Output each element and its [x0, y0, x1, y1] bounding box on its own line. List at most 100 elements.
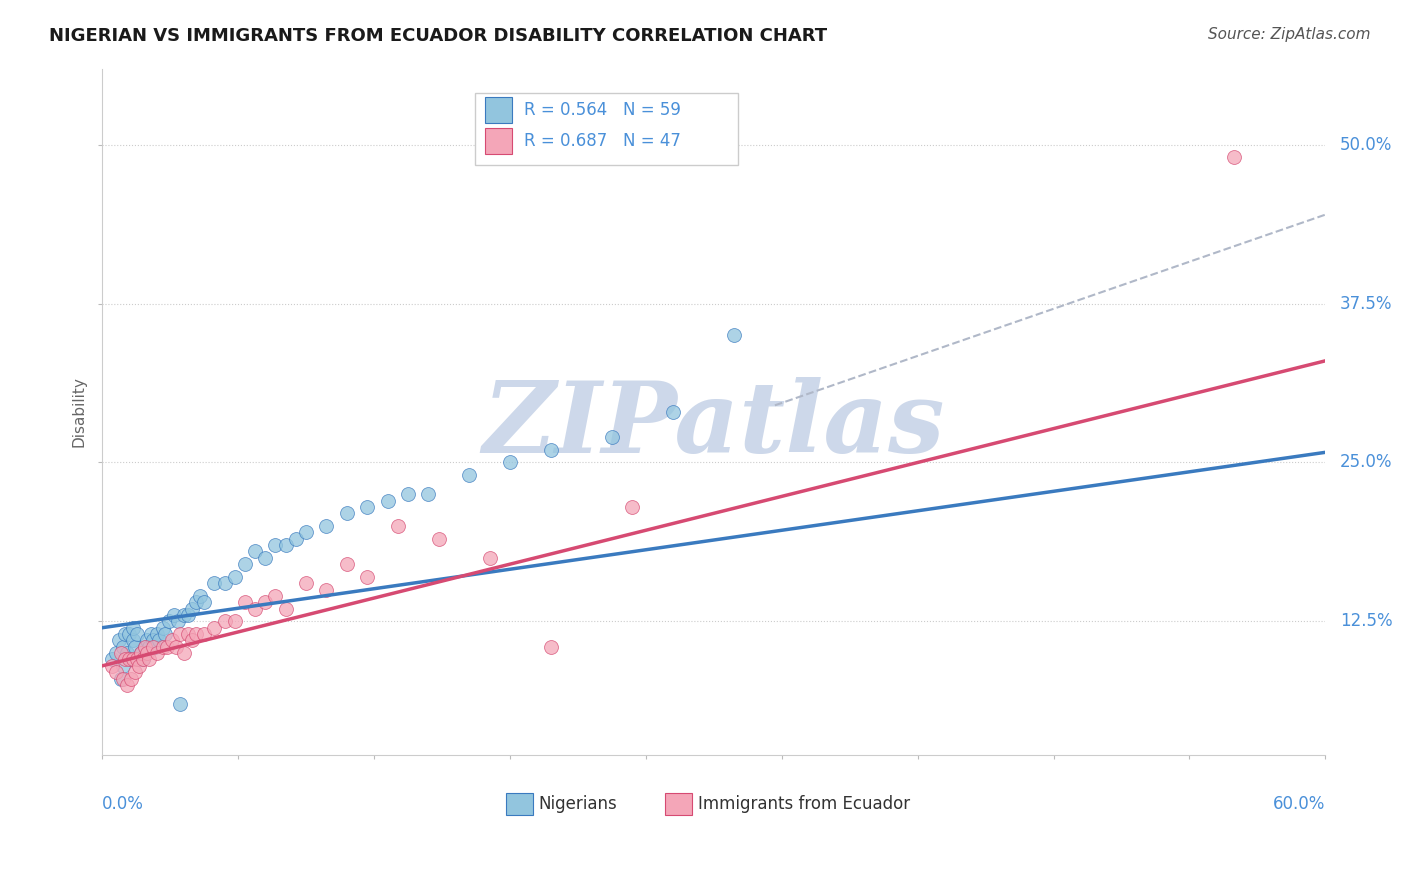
Point [115, 678, 138, 692]
Text: R = 0.564   N = 59: R = 0.564 N = 59 [524, 102, 681, 120]
Point [111, 658, 134, 673]
Point [129, 646, 152, 660]
Point [356, 570, 378, 584]
Point [115, 646, 138, 660]
Point [173, 646, 195, 660]
Text: 25.0%: 25.0% [1340, 453, 1392, 472]
Text: 60.0%: 60.0% [1272, 795, 1326, 813]
Point [214, 576, 236, 591]
Point [356, 500, 378, 514]
Point [136, 633, 159, 648]
Point [111, 640, 134, 654]
Point [295, 576, 318, 591]
Text: Source: ZipAtlas.com: Source: ZipAtlas.com [1208, 27, 1371, 42]
Point [139, 627, 162, 641]
Point [315, 582, 337, 597]
Bar [485, 128, 512, 153]
Point [121, 621, 143, 635]
Point [662, 405, 685, 419]
Point [169, 697, 191, 711]
Point [152, 621, 174, 635]
Point [180, 601, 202, 615]
Point [224, 570, 246, 584]
Bar [485, 96, 512, 123]
Point [540, 640, 562, 654]
Point [377, 493, 399, 508]
Point [540, 442, 562, 457]
Point [233, 557, 256, 571]
Point [142, 640, 165, 654]
Point [188, 589, 211, 603]
Point [107, 633, 129, 648]
Point [177, 607, 200, 622]
Point [110, 646, 132, 660]
Point [418, 487, 440, 501]
Point [114, 652, 136, 666]
Point [315, 519, 337, 533]
Point [148, 633, 170, 648]
Point [264, 538, 287, 552]
Point [458, 468, 481, 483]
Point [160, 633, 183, 648]
Point [134, 640, 156, 654]
Point [184, 595, 207, 609]
Point [125, 652, 148, 666]
Point [101, 658, 124, 673]
Point [162, 607, 184, 622]
Point [110, 672, 132, 686]
Point [193, 595, 215, 609]
Point [136, 646, 159, 660]
Text: 37.5%: 37.5% [1340, 294, 1392, 312]
Point [177, 627, 200, 641]
Text: R = 0.687   N = 47: R = 0.687 N = 47 [524, 132, 681, 150]
Point [184, 627, 207, 641]
Point [274, 601, 297, 615]
Point [111, 672, 134, 686]
Point [295, 525, 318, 540]
Point [152, 640, 174, 654]
Point [101, 652, 124, 666]
Point [387, 519, 409, 533]
Text: Nigerians: Nigerians [538, 795, 617, 813]
Point [138, 652, 160, 666]
Point [118, 652, 141, 666]
Point [128, 652, 150, 666]
Point [132, 652, 155, 666]
Point [128, 658, 150, 673]
Point [134, 640, 156, 654]
Point [124, 640, 146, 654]
Point [243, 601, 266, 615]
Point [159, 615, 181, 629]
Point [124, 665, 146, 680]
Point [146, 627, 169, 641]
Point [274, 538, 297, 552]
Point [166, 615, 188, 629]
Point [284, 532, 307, 546]
Point [105, 665, 128, 680]
Point [264, 589, 287, 603]
FancyBboxPatch shape [475, 93, 738, 165]
Point [114, 627, 136, 641]
Text: 0.0%: 0.0% [103, 795, 143, 813]
Point [336, 506, 359, 520]
Bar [506, 793, 533, 814]
Point [214, 615, 236, 629]
Point [132, 652, 155, 666]
Point [165, 640, 187, 654]
Point [202, 576, 225, 591]
Point [193, 627, 215, 641]
Point [118, 627, 141, 641]
Point [243, 544, 266, 558]
Point [143, 640, 166, 654]
Point [254, 550, 277, 565]
Point [138, 640, 160, 654]
Text: Immigrants from Ecuador: Immigrants from Ecuador [697, 795, 910, 813]
Point [180, 633, 202, 648]
Point [336, 557, 359, 571]
Text: ZIPatlas: ZIPatlas [482, 377, 945, 474]
Point [233, 595, 256, 609]
Point [1222, 151, 1244, 165]
Text: 50.0%: 50.0% [1340, 136, 1392, 153]
Point [427, 532, 450, 546]
Point [254, 595, 277, 609]
